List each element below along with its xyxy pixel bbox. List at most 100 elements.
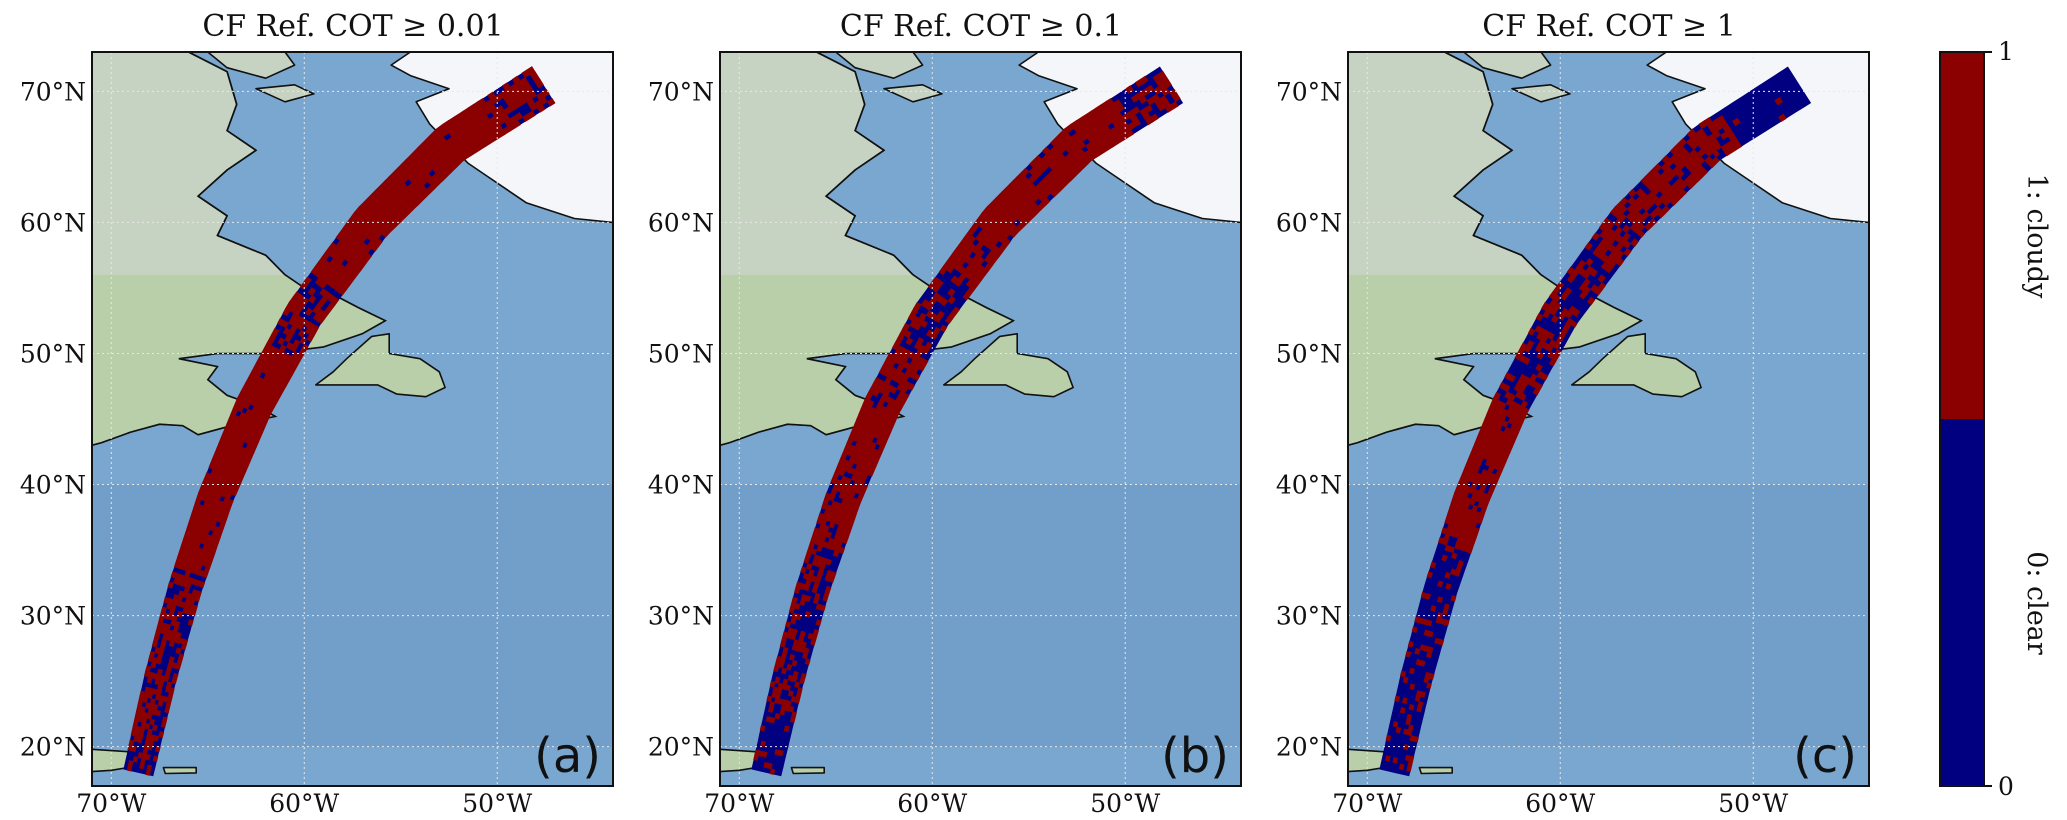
lon-tick-label: 50°W	[1718, 789, 1788, 818]
swath-cloudy-cell	[1395, 726, 1402, 734]
lat-tick-label: 30°N	[20, 602, 86, 631]
landmass	[1463, 52, 1552, 79]
landmass	[255, 84, 315, 103]
swath-cloudy-cell	[1591, 232, 1601, 241]
swath-cloudy-cell	[1585, 257, 1594, 267]
swath-cloudy-cell	[777, 682, 784, 690]
swath-cloudy-cell	[1535, 313, 1544, 322]
swath-cloudy-cell	[791, 659, 798, 667]
swath-cloudy-cell	[501, 82, 511, 91]
swath-cloudy-cell	[932, 326, 941, 335]
swath-cloudy-cell	[1534, 325, 1543, 334]
swath-cloudy-cell	[1563, 287, 1573, 296]
swath-cloudy-cell	[1420, 591, 1427, 599]
swath-cloudy-cell	[1434, 637, 1441, 645]
swath-cloudy-cell	[1621, 224, 1631, 234]
colorbar-min-label: 0	[1998, 772, 2014, 801]
swath-cloudy-cell	[1403, 728, 1409, 735]
swath-cloudy-cell	[307, 287, 317, 296]
colorbar-frame	[1939, 51, 1985, 787]
swath-cloudy-cell	[1566, 266, 1576, 276]
swath-cloudy-cell	[763, 761, 769, 769]
lon-tick-label: 70°W	[704, 789, 774, 818]
colorbar-max-label: 1	[1998, 37, 2014, 66]
panel-c-lat-ticks: 20°N 30°N 40°N 50°N 60°N 70°N	[1276, 77, 1342, 761]
swath-cloudy-cell	[271, 327, 280, 336]
swath-cloudy-cell	[1678, 138, 1687, 147]
swath-cloudy-cell	[1732, 117, 1741, 127]
swath-cloudy-cell	[154, 745, 161, 753]
swath-cloudy-cell	[156, 668, 163, 676]
swath-cloudy-cell	[1518, 373, 1527, 382]
swath-cloudy-cell	[546, 97, 556, 107]
landmass	[1571, 333, 1702, 398]
swath-cloudy-cell	[1703, 116, 1713, 126]
swath-cloudy-cell	[487, 91, 496, 101]
landmass	[790, 766, 825, 775]
swath-cloudy-cell	[1450, 568, 1457, 576]
swath-cloudy-cell	[873, 376, 881, 385]
swath-cloudy-cell	[902, 322, 911, 331]
colorbar-cloudy-label: 1: cloudy	[2021, 174, 2052, 300]
colorbar-clear-segment	[1940, 419, 1984, 786]
swath-cloudy-cell	[786, 663, 793, 671]
swath-cloudy-cell	[1402, 676, 1409, 684]
swath-cloudy-cell	[1778, 113, 1787, 123]
swath-cloudy-cell	[920, 298, 930, 309]
swath-cloudy-cell	[812, 629, 819, 636]
lat-tick-label: 70°N	[648, 77, 714, 106]
swath-cloudy-cell	[1424, 671, 1431, 679]
swath-cloudy-cell	[1139, 75, 1149, 85]
swath-cloudy-cell	[1619, 197, 1629, 206]
swath-cloudy-cell	[1399, 707, 1406, 714]
landmass	[1418, 766, 1453, 775]
swath-cloudy-cell	[1415, 658, 1422, 666]
panel-a-lon-ticks: 70°W 60°W 50°W	[76, 789, 532, 818]
swath-cloudy-cell	[754, 749, 760, 756]
swath-cloudy-cell	[1131, 106, 1141, 115]
swath-cloudy-cell	[1441, 554, 1448, 562]
swath-cloudy-cell	[1157, 70, 1167, 80]
swath-cloudy-cell	[774, 712, 781, 720]
swath-cloudy-cell	[1419, 644, 1426, 651]
swath-cloudy-cell	[149, 698, 156, 705]
swath-cloudy-cell	[277, 317, 285, 327]
lat-tick-label: 50°N	[20, 339, 86, 368]
swath-cloudy-cell	[769, 680, 776, 688]
swath-cloudy-cell	[947, 288, 956, 297]
swath-cloudy-cell	[167, 581, 174, 589]
swath-cloudy-cell	[951, 306, 961, 316]
swath-cloudy-cell	[147, 728, 153, 735]
swath-cloudy-cell	[788, 654, 795, 661]
swath-cloudy-cell	[1597, 274, 1606, 283]
swath-cloudy-cell	[804, 611, 811, 618]
swath-cloudy-cell	[817, 512, 825, 520]
lat-tick-label: 30°N	[648, 602, 714, 631]
swath-cloudy-cell	[913, 301, 922, 312]
swath-cloudy-cell	[1560, 307, 1570, 317]
swath-clear-base	[751, 66, 1184, 777]
panel-a-frame	[91, 51, 614, 787]
swath-cloudy-cell	[1411, 626, 1418, 633]
panel-a-map	[92, 52, 613, 786]
swath-cloudy-cell	[1661, 154, 1671, 164]
lon-tick-label: 50°W	[1090, 789, 1160, 818]
swath-cloudy-cell	[1635, 188, 1645, 197]
swath-cloudy-cell	[800, 672, 807, 680]
colorbar-cloudy-segment	[1940, 52, 1984, 419]
swath-cloudy-cell	[826, 569, 833, 577]
coastline	[1348, 52, 1644, 447]
swath-cloudy-cell	[800, 594, 807, 601]
panel-b-lat-ticks: 20°N 30°N 40°N 50°N 60°N 70°N	[648, 77, 714, 761]
swath-cloudy-cell	[1504, 372, 1512, 381]
swath-cloudy-cell	[154, 646, 161, 654]
swath-cloudy-cell	[163, 596, 170, 604]
swath-cloudy-cell	[1423, 629, 1430, 637]
swath-cloudy-cell	[765, 716, 772, 723]
swath-cloudy-cell	[783, 725, 790, 732]
swath-cloudy-cell	[160, 606, 167, 614]
swath-cloudy-cell	[1408, 704, 1415, 711]
swath-cloudy-cell	[145, 665, 152, 673]
lon-tick-label: 70°W	[1332, 789, 1402, 818]
swath-cloudy-cell	[495, 104, 505, 114]
